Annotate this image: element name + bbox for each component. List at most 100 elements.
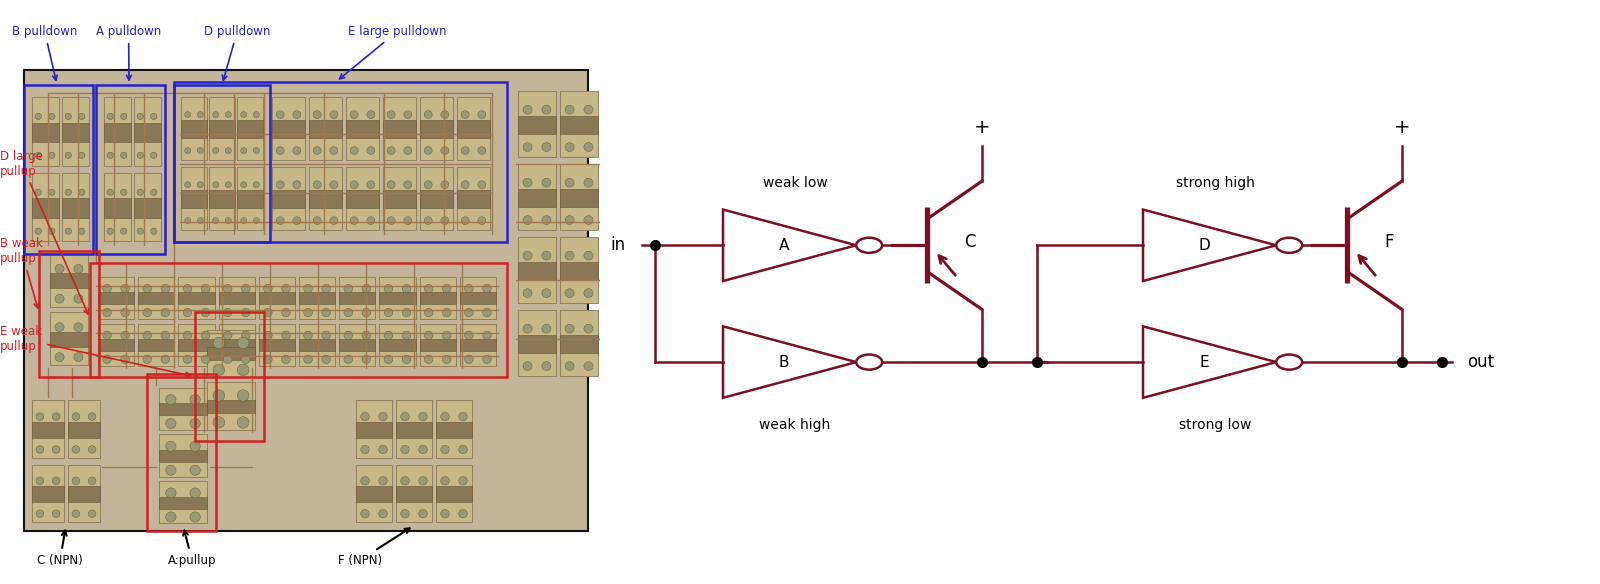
Circle shape xyxy=(226,112,232,117)
Circle shape xyxy=(379,412,387,420)
Circle shape xyxy=(322,331,331,339)
Bar xyxy=(259,277,294,319)
Bar xyxy=(98,324,134,366)
Circle shape xyxy=(403,147,411,154)
Bar xyxy=(179,339,214,351)
Circle shape xyxy=(53,510,59,517)
Circle shape xyxy=(483,355,491,363)
Text: F: F xyxy=(1384,234,1394,251)
Bar xyxy=(179,293,214,304)
Circle shape xyxy=(213,112,219,117)
Circle shape xyxy=(166,419,176,429)
Circle shape xyxy=(150,113,157,120)
Bar xyxy=(518,262,555,280)
Circle shape xyxy=(102,308,112,317)
Bar xyxy=(419,277,456,319)
Circle shape xyxy=(424,217,432,224)
Circle shape xyxy=(213,182,219,187)
Circle shape xyxy=(120,189,126,196)
Circle shape xyxy=(166,442,176,451)
Bar xyxy=(195,312,264,441)
Circle shape xyxy=(35,189,42,196)
Circle shape xyxy=(237,337,250,349)
Bar xyxy=(518,116,555,134)
Circle shape xyxy=(483,308,491,317)
Circle shape xyxy=(366,217,374,224)
Bar xyxy=(104,123,131,142)
Text: E: E xyxy=(1200,354,1210,370)
Circle shape xyxy=(478,147,486,154)
Bar xyxy=(61,98,88,166)
Bar xyxy=(206,399,256,413)
Bar xyxy=(339,277,376,319)
Circle shape xyxy=(224,308,232,317)
Circle shape xyxy=(202,355,210,363)
Text: B pulldown: B pulldown xyxy=(13,25,77,80)
Circle shape xyxy=(584,142,594,151)
Bar xyxy=(419,120,453,138)
Circle shape xyxy=(122,284,130,293)
Bar xyxy=(50,273,88,288)
Circle shape xyxy=(478,181,486,189)
Bar xyxy=(210,190,235,208)
Circle shape xyxy=(565,361,574,370)
Circle shape xyxy=(424,331,434,339)
Circle shape xyxy=(54,353,64,361)
Circle shape xyxy=(464,331,474,339)
Circle shape xyxy=(565,142,574,151)
Circle shape xyxy=(190,419,200,429)
Bar xyxy=(133,173,160,242)
Bar xyxy=(61,173,88,242)
Bar xyxy=(435,486,472,502)
Circle shape xyxy=(304,308,312,317)
Text: D: D xyxy=(1198,238,1210,253)
Bar xyxy=(219,293,254,304)
Circle shape xyxy=(72,446,80,453)
Circle shape xyxy=(226,218,232,224)
Circle shape xyxy=(384,331,392,339)
Bar xyxy=(459,293,496,304)
Circle shape xyxy=(242,308,250,317)
Circle shape xyxy=(464,308,474,317)
Circle shape xyxy=(142,284,152,293)
Circle shape xyxy=(213,148,219,154)
Circle shape xyxy=(197,148,203,154)
Bar xyxy=(419,167,453,230)
Bar xyxy=(309,167,342,230)
Circle shape xyxy=(440,445,450,454)
Circle shape xyxy=(213,218,219,224)
Bar xyxy=(272,190,306,208)
Circle shape xyxy=(419,445,427,454)
Circle shape xyxy=(523,215,533,224)
Circle shape xyxy=(366,111,374,119)
Circle shape xyxy=(350,147,358,154)
Text: C (NPN): C (NPN) xyxy=(37,531,83,566)
Bar xyxy=(382,167,416,230)
Text: A: A xyxy=(779,238,789,253)
Circle shape xyxy=(150,228,157,234)
Circle shape xyxy=(387,181,395,189)
Circle shape xyxy=(542,142,550,151)
Circle shape xyxy=(523,324,533,333)
Circle shape xyxy=(293,147,301,154)
Circle shape xyxy=(224,284,232,293)
Circle shape xyxy=(366,181,374,189)
Circle shape xyxy=(330,111,338,119)
Bar xyxy=(518,164,555,230)
Circle shape xyxy=(237,417,250,428)
Circle shape xyxy=(197,182,203,187)
Bar xyxy=(397,486,432,502)
Bar xyxy=(104,173,131,242)
Circle shape xyxy=(122,355,130,363)
Circle shape xyxy=(120,113,126,120)
Circle shape xyxy=(366,147,374,154)
Circle shape xyxy=(523,251,533,260)
Circle shape xyxy=(184,148,190,154)
Bar xyxy=(206,329,256,377)
Circle shape xyxy=(142,355,152,363)
Bar xyxy=(435,401,472,458)
Bar xyxy=(355,486,392,502)
Text: out: out xyxy=(1467,353,1494,371)
Circle shape xyxy=(166,512,176,522)
Circle shape xyxy=(362,308,371,317)
